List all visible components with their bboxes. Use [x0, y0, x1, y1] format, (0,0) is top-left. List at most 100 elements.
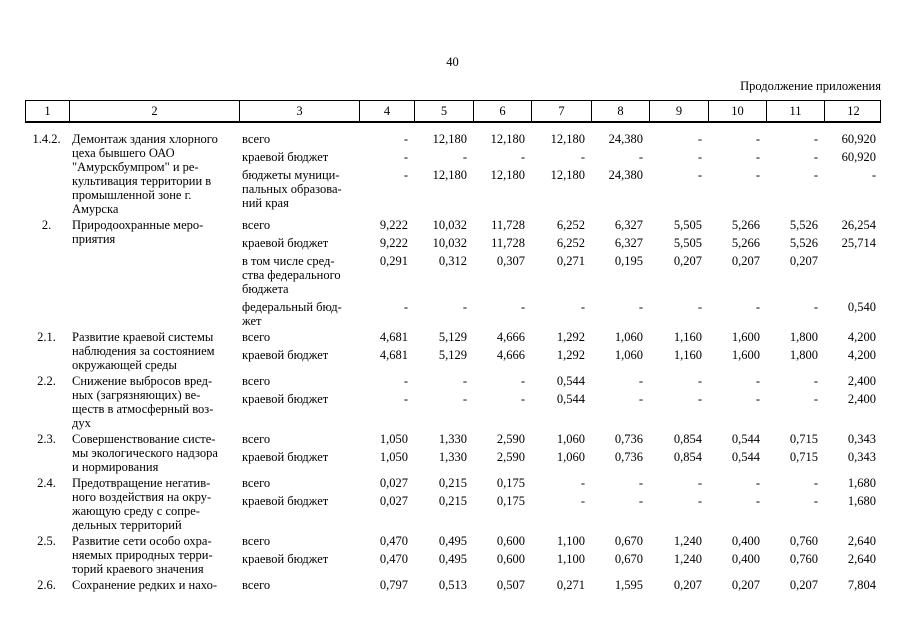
value-cell: 0,470 — [379, 552, 408, 566]
value-cell: - — [520, 374, 525, 388]
budget-type-label-line: ний края — [242, 196, 289, 210]
value-cell: - — [697, 374, 702, 388]
column-header-3: 3 — [239, 101, 359, 121]
value-cell: 1,060 — [556, 432, 585, 446]
value-cell: - — [403, 392, 408, 406]
column-header-11: 11 — [766, 101, 824, 121]
value-cell: 11,728 — [491, 236, 525, 250]
column-header-7: 7 — [531, 101, 591, 121]
budget-type-label-line: всего — [242, 432, 271, 446]
value-cell: - — [403, 132, 408, 146]
budget-type-label-line: краевой бюджет — [242, 552, 329, 566]
value-cell: - — [755, 300, 760, 314]
item-number: 2.6. — [37, 578, 56, 592]
value-cell: - — [697, 476, 702, 490]
item-number: 2.4. — [37, 476, 56, 490]
item-title-line: Демонтаж здания хлорного — [72, 132, 218, 146]
budget-type-label: всего — [238, 330, 358, 344]
item-number: 2. — [41, 218, 52, 232]
value-cell: 0,507 — [496, 578, 525, 592]
column-header-8: 8 — [591, 101, 649, 121]
budget-row: всего - 12,180 12,180 12,180 24,380 - - - 60,920 — [238, 132, 881, 146]
table-group: 2.5. Развитие сети особо охра-няемых прир… — [25, 534, 881, 576]
budget-row: краевой бюджет - - - 0,544 - - - - 2,400 — [238, 392, 881, 406]
value-cell: 5,505 — [673, 218, 702, 232]
budget-row: федеральный бюд-жет - - - - - - - - 0,540 — [238, 300, 881, 328]
value-cell: 1,292 — [556, 330, 585, 344]
table-header-row: 1 2 3 4 5 6 7 8 9 10 11 12 — [25, 100, 881, 123]
budget-row: всего 0,797 0,513 0,507 0,271 1,595 0,207 0,207… — [238, 578, 881, 592]
budget-row: всего 9,222 10,032 11,728 6,252 6,327 5,505 5,2… — [238, 218, 881, 232]
value-cell: 5,526 — [789, 218, 818, 232]
group-rows: всего 4,681 5,129 4,666 1,292 1,060 1,160 1,600… — [238, 330, 881, 362]
value-cell: 0,175 — [496, 494, 525, 508]
value-cell: 1,100 — [556, 552, 585, 566]
item-title-line: Развитие сети особо охра- — [72, 534, 212, 548]
budget-row: всего - - - 0,544 - - - - 2,400 — [238, 374, 881, 388]
value-cell: - — [520, 392, 525, 406]
value-cell: - — [697, 300, 702, 314]
value-cell: 4,681 — [379, 330, 408, 344]
value-cell: - — [403, 168, 408, 182]
value-cell: 12,180 — [490, 132, 525, 146]
budget-type-label: всего — [238, 432, 358, 446]
budget-type-label-line: краевой бюджет — [242, 494, 329, 508]
value-cell: 0,207 — [731, 254, 760, 268]
budget-type-label: федеральный бюд-жет — [238, 300, 358, 328]
value-cell: 0,715 — [789, 450, 818, 464]
value-cell: 1,050 — [379, 432, 408, 446]
item-title-line: ного воздействия на окру- — [72, 490, 212, 504]
value-cell: 24,380 — [608, 168, 643, 182]
item-title-line: мы экологического надзора — [72, 446, 218, 460]
group-rows: всего 0,470 0,495 0,600 1,100 0,670 1,240 0,400… — [238, 534, 881, 566]
value-cell: 12,180 — [550, 132, 585, 146]
value-cell: 2,640 — [847, 534, 876, 548]
budget-type-label-line: ства федерального — [242, 268, 341, 282]
table-group: 2.2. Снижение выбросов вред-ных (загрязня… — [25, 374, 881, 430]
budget-type-label-line: всего — [242, 330, 271, 344]
value-cell: 5,266 — [731, 218, 760, 232]
value-cell: 0,760 — [789, 552, 818, 566]
value-cell: 5,129 — [438, 348, 467, 362]
item-title-line: приятия — [72, 232, 116, 246]
budget-type-label-line: всего — [242, 132, 271, 146]
value-cell: - — [697, 168, 702, 182]
value-cell: 60,920 — [841, 132, 876, 146]
budget-type-label: всего — [238, 578, 358, 592]
budget-type-label-line: краевой бюджет — [242, 450, 329, 464]
value-cell: - — [697, 150, 702, 164]
budget-type-label: краевой бюджет — [238, 392, 358, 406]
budget-type-label: всего — [238, 534, 358, 548]
value-cell: 1,060 — [614, 330, 643, 344]
budget-row: в том числе сред-ства федерального бюджет… — [238, 254, 881, 296]
budget-type-label-line: краевой бюджет — [242, 392, 329, 406]
value-cell: 1,680 — [847, 494, 876, 508]
value-cell: 6,252 — [556, 218, 585, 232]
budget-row: краевой бюджет - - - - - - - - 60,920 — [238, 150, 881, 164]
item-title: Природоохранные меро-приятия — [68, 218, 238, 246]
value-cell: 2,640 — [847, 552, 876, 566]
budget-row: бюджеты муници-пальных образова-ний края… — [238, 168, 881, 210]
value-cell: 0,495 — [438, 552, 467, 566]
value-cell: 0,215 — [438, 476, 467, 490]
value-cell: - — [697, 494, 702, 508]
value-cell: 1,160 — [673, 348, 702, 362]
budget-type-label-line: всего — [242, 578, 271, 592]
value-cell: 0,207 — [673, 578, 702, 592]
value-cell: 5,129 — [438, 330, 467, 344]
item-title: Сохранение редких и нахо- — [68, 578, 238, 592]
value-cell: - — [403, 300, 408, 314]
value-cell: 1,595 — [614, 578, 643, 592]
value-cell: - — [580, 476, 585, 490]
item-title-line: Развитие краевой системы — [72, 330, 214, 344]
group-rows: всего - - - 0,544 - - - - 2,400 краевой бюджет - - - 0… — [238, 374, 881, 406]
item-title-line: Предотвращение негатив- — [72, 476, 211, 490]
value-cell: 1,330 — [438, 432, 467, 446]
value-cell: 0,207 — [673, 254, 702, 268]
item-title-line: Совершенствование систе- — [72, 432, 216, 446]
table-group: 2.3. Совершенствование систе-мы экологиче… — [25, 432, 881, 474]
budget-type-label: краевой бюджет — [238, 348, 358, 362]
value-cell: 5,526 — [789, 236, 818, 250]
item-number: 2.5. — [37, 534, 56, 548]
value-cell: 60,920 — [841, 150, 876, 164]
